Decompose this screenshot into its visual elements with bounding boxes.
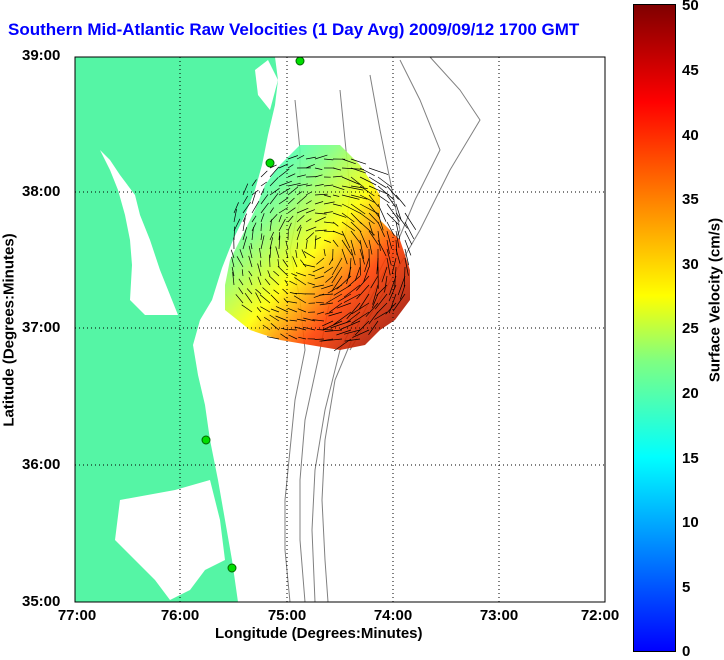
velocity-vector xyxy=(261,223,262,231)
colorbar-tick: 10 xyxy=(682,515,699,531)
colorbar-tick: 25 xyxy=(682,321,699,337)
radar-site-marker xyxy=(296,57,304,65)
colorbar-tick: 5 xyxy=(682,580,690,596)
velocity-vector xyxy=(317,330,324,331)
y-tick-label: 39:00 xyxy=(22,48,60,64)
y-tick-label: 35:00 xyxy=(22,594,60,610)
colorbar-tick: 15 xyxy=(682,451,699,467)
y-tick-label: 37:00 xyxy=(22,320,60,336)
colorbar-label: Surface Velocity (cm/s) xyxy=(707,218,724,382)
y-axis-label: Latitude (Degrees:Minutes) xyxy=(1,233,18,426)
colorbar-tick: 0 xyxy=(682,644,690,660)
x-tick-label: 75:00 xyxy=(268,608,306,624)
x-tick-label: 74:00 xyxy=(374,608,412,624)
colorbar-tick: 40 xyxy=(682,128,699,144)
colorbar xyxy=(633,4,676,652)
x-tick-label: 72:00 xyxy=(581,608,619,624)
y-tick-label: 38:00 xyxy=(22,184,60,200)
velocity-vector xyxy=(289,330,297,331)
colorbar-tick: 35 xyxy=(682,192,699,208)
velocity-vector xyxy=(323,330,333,331)
colorbar-tick: 50 xyxy=(682,0,699,14)
x-tick-label: 77:00 xyxy=(58,608,96,624)
radar-site-marker xyxy=(202,436,210,444)
velocity-vector xyxy=(315,339,324,340)
colorbar-tick: 30 xyxy=(682,257,699,273)
y-tick-label: 36:00 xyxy=(22,457,60,473)
radar-site-marker xyxy=(228,564,236,572)
radar-site-marker xyxy=(266,159,274,167)
x-tick-label: 73:00 xyxy=(480,608,518,624)
x-tick-label: 76:00 xyxy=(161,608,199,624)
x-axis-label: Longitude (Degrees:Minutes) xyxy=(215,625,423,642)
colorbar-tick: 45 xyxy=(682,63,699,79)
colorbar-tick: 20 xyxy=(682,386,699,402)
